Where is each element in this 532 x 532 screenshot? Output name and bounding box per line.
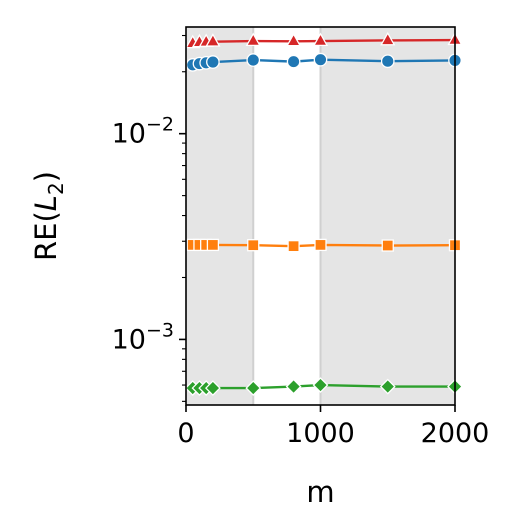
series-3-point-3 (204, 380, 221, 397)
series-1-point-7 (380, 54, 395, 69)
x-tick-label-2: 2000 (421, 418, 490, 449)
series-3-point-6 (312, 377, 329, 393)
series-2-point-7 (381, 239, 394, 252)
series-1-point-6 (313, 52, 328, 67)
series-0-point-6 (312, 32, 329, 47)
x-tick-label-0: 0 (177, 418, 194, 449)
series-2-point-6 (314, 238, 327, 252)
series-1-point-3 (206, 55, 220, 69)
series-3-point-7 (379, 378, 396, 395)
axis-labels: m RE(L2) (29, 171, 335, 509)
y-axis-label: RE(L2) (29, 171, 68, 261)
series-0 (185, 31, 463, 49)
series-1-point-4 (246, 53, 261, 67)
vertical-guides (252, 27, 322, 405)
series-1 (185, 52, 462, 72)
x-axis-label: m (306, 475, 334, 509)
shaded-region-1 (320, 27, 455, 405)
series-3 (184, 377, 463, 397)
plot-background (186, 27, 455, 405)
series-layer (184, 31, 463, 397)
y-tick-label-1: 10−2 (112, 114, 174, 150)
series-0-point-7 (380, 31, 396, 46)
series-2-point-4 (247, 239, 260, 252)
series-2-point-3 (206, 238, 220, 252)
series-0-point-5 (286, 32, 302, 47)
series-2-point-5 (287, 240, 300, 253)
series-0-point-4 (245, 32, 261, 47)
shaded-region-0 (186, 27, 254, 405)
y-tick-label-0: 10−3 (112, 319, 174, 355)
x-tick-label-1: 1000 (286, 418, 355, 449)
axis-ticks: 0 1000 2000 10−3 10−2 (112, 34, 490, 449)
series-3-point-5 (285, 378, 302, 395)
series-3-point-4 (245, 380, 262, 397)
series-0-point-3 (205, 33, 221, 47)
series-1-point-5 (286, 54, 301, 69)
